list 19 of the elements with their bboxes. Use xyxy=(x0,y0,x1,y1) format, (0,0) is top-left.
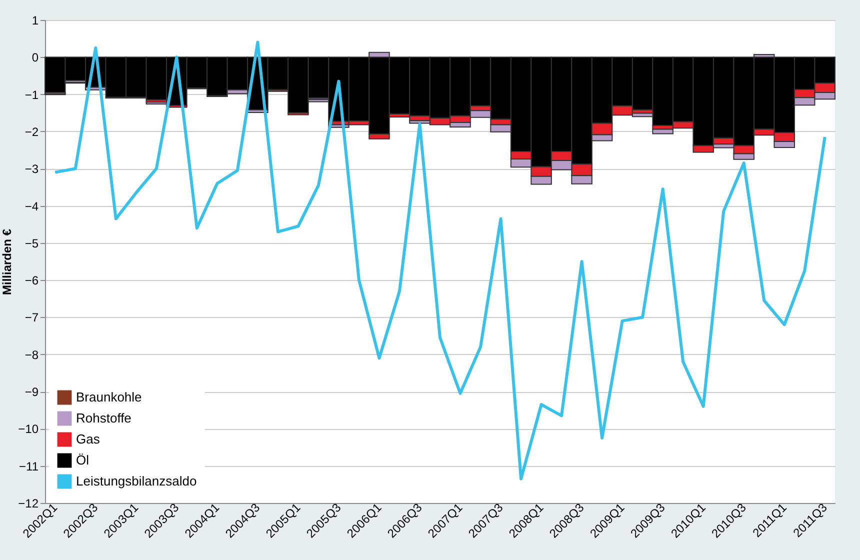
y-tick-label: −1 xyxy=(24,88,39,102)
y-axis-title: Milliarden € xyxy=(0,228,14,296)
y-tick-label: −2 xyxy=(24,124,39,139)
y-tick-label: −7 xyxy=(24,310,39,325)
legend-label: Öl xyxy=(76,452,90,468)
legend-label: Braunkohle xyxy=(76,390,142,404)
y-tick-label: −11 xyxy=(19,459,39,474)
legend-label: Rohstoffe xyxy=(76,410,132,426)
legend-label: Gas xyxy=(76,432,100,446)
y-tick-label: −4 xyxy=(24,199,39,214)
y-tick-label: −8 xyxy=(24,348,39,362)
legend-label: Leistungsbilanzsaldo xyxy=(76,474,197,488)
y-tick-label: −10 xyxy=(18,422,39,436)
y-tick-label: −6 xyxy=(24,274,39,288)
y-tick-label: 1 xyxy=(32,14,39,28)
y-tick-label: −9 xyxy=(24,385,39,400)
y-tick-label: −3 xyxy=(24,162,39,176)
y-tick-label: 0 xyxy=(32,50,39,65)
y-tick-label: −5 xyxy=(24,236,39,250)
